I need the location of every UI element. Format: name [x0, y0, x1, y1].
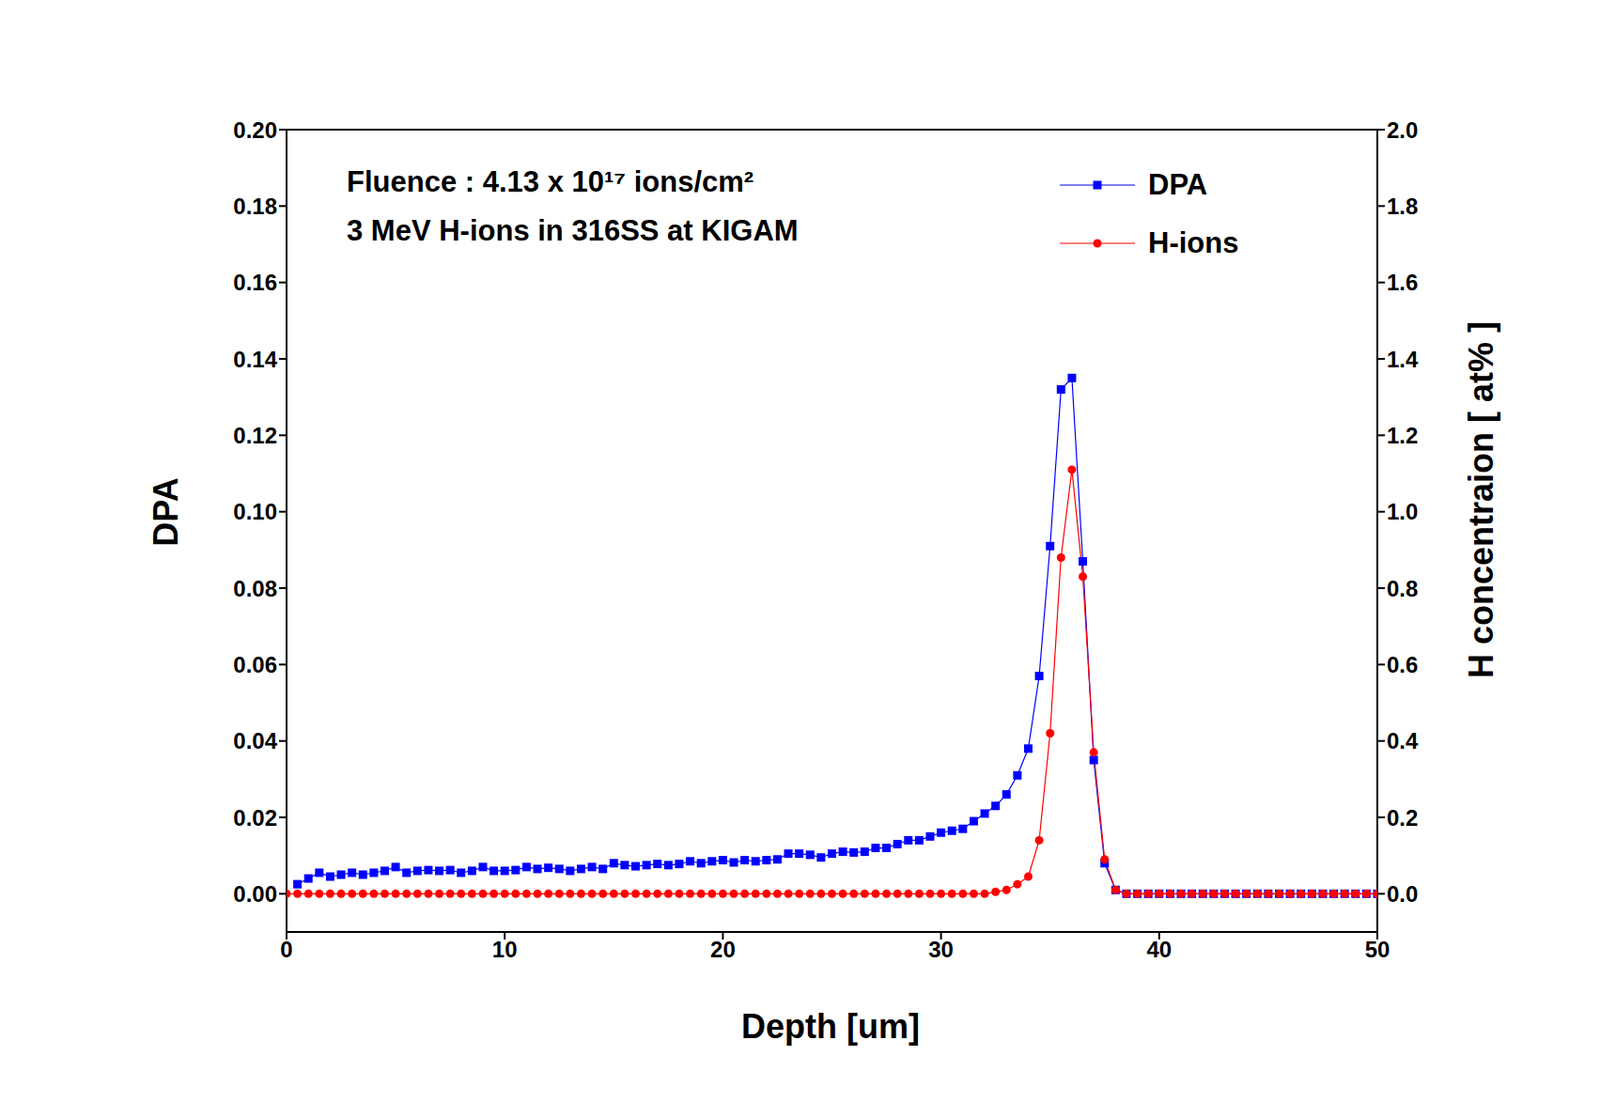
svg-text:50: 50: [1365, 936, 1391, 963]
svg-text:1.2: 1.2: [1386, 422, 1418, 449]
html-text:3 MeV H-ions in 316SS at KIGAM: 3 MeV H-ions in 316SS at KIGAM: [346, 214, 799, 248]
svg-text:0.04: 0.04: [233, 728, 278, 754]
html-text:DPA: DPA: [146, 477, 186, 547]
html-text:H-ions: H-ions: [1148, 226, 1239, 260]
svg-text:0.06: 0.06: [233, 652, 278, 678]
svg-text:1.0: 1.0: [1386, 498, 1418, 525]
svg-text:1.8: 1.8: [1386, 193, 1418, 219]
svg-text:0.16: 0.16: [233, 269, 278, 296]
svg-text:0.18: 0.18: [233, 193, 278, 219]
svg-text:0.08: 0.08: [233, 575, 278, 602]
svg-text:0.12: 0.12: [233, 422, 278, 449]
svg-text:20: 20: [710, 936, 736, 963]
html-text:H concentraion [ at% ]: H concentraion [ at% ]: [1461, 321, 1501, 679]
svg-text:0.00: 0.00: [233, 881, 278, 907]
svg-text:0.20: 0.20: [233, 117, 278, 143]
html-text:Depth [um]: Depth [um]: [741, 1007, 920, 1046]
svg-text:30: 30: [928, 936, 954, 963]
svg-text:0: 0: [279, 936, 293, 963]
svg-text:10: 10: [492, 936, 518, 963]
svg-text:0.02: 0.02: [233, 805, 278, 831]
html-text:Fluence : 4.13 x 10¹⁷ ions/cm²: Fluence : 4.13 x 10¹⁷ ions/cm²: [346, 165, 754, 199]
svg-text:0.2: 0.2: [1386, 805, 1418, 831]
html-text:DPA: DPA: [1148, 168, 1208, 202]
svg-text:40: 40: [1146, 936, 1172, 963]
svg-text:0.0: 0.0: [1386, 881, 1418, 907]
svg-text:0.8: 0.8: [1386, 575, 1418, 602]
svg-text:0.4: 0.4: [1386, 728, 1419, 754]
svg-text:1.4: 1.4: [1386, 346, 1419, 373]
svg-text:0.6: 0.6: [1386, 652, 1418, 678]
svg-text:1.6: 1.6: [1386, 269, 1418, 296]
svg-text:2.0: 2.0: [1386, 117, 1418, 143]
svg-text:0.10: 0.10: [233, 498, 278, 525]
svg-text:0.14: 0.14: [233, 346, 278, 373]
